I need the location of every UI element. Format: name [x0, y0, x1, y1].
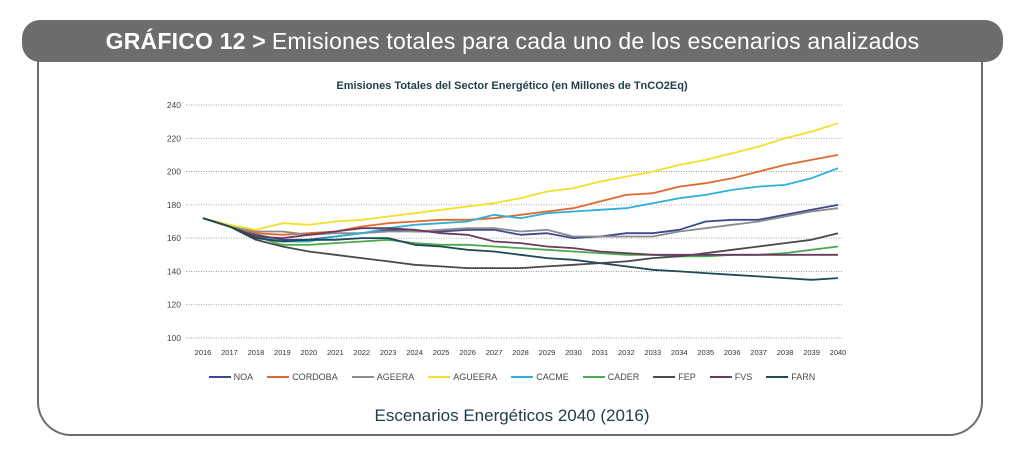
legend-item-cordoba: CORDOBA: [267, 372, 338, 382]
y-tick-label: 240: [167, 100, 181, 110]
legend-swatch: [582, 375, 605, 379]
chart-title: Emisiones Totales del Sector Energético …: [336, 80, 688, 92]
x-tick-label: 2031: [592, 348, 609, 357]
legend-item-noa: NOA: [208, 372, 254, 382]
x-tick-label: 2017: [221, 348, 238, 357]
x-tick-label: 2037: [750, 348, 767, 357]
x-tick-label: 2018: [248, 348, 265, 357]
y-tick-label: 160: [167, 233, 181, 243]
figure-header: GRÁFICO 12 > Emisiones totales para cada…: [22, 20, 1003, 62]
series-line-fvs: [202, 217, 838, 256]
legend-label: CORDOBA: [292, 372, 338, 382]
x-tick-label: 2036: [724, 348, 741, 357]
legend-item-fep: FEP: [653, 372, 696, 382]
figure-caption: Emisiones totales para cada uno de los e…: [271, 27, 920, 54]
legend-swatch: [351, 375, 374, 379]
x-axis-ticks: 2016 2017 2018 2019 2020 2021 2022 2023 2024 2025…: [195, 348, 847, 357]
x-tick-label: 2027: [486, 348, 503, 357]
legend-item-cader: CADER: [582, 372, 640, 382]
y-tick-label: 220: [167, 133, 181, 143]
x-tick-label: 2020: [300, 348, 317, 357]
legend-label: FARN: [791, 372, 816, 382]
legend-swatch: [267, 375, 290, 379]
series-line-fep: [202, 217, 839, 270]
legend-swatch: [709, 375, 732, 379]
legend-label: FEP: [678, 372, 696, 382]
y-tick-label: 140: [167, 266, 181, 276]
series-line-agueera: [202, 122, 839, 231]
series-line-ageera: [202, 207, 839, 238]
legend-label: AGUEERA: [453, 372, 498, 382]
legend-swatch: [653, 375, 676, 379]
legend-item-ageera: AGEERA: [351, 372, 415, 382]
grid-lines: [186, 104, 842, 339]
series-lines: [202, 122, 839, 281]
y-tick-label: 200: [167, 167, 181, 177]
x-tick-label: 2019: [274, 348, 291, 357]
legend-label: FVS: [734, 372, 753, 382]
figure-number: GRÁFICO 12 >: [105, 27, 266, 54]
figure-frame: [37, 40, 983, 436]
legend-label: CACME: [536, 372, 569, 382]
figure-source: Escenarios Energéticos 2040 (2016): [374, 406, 650, 425]
series-line-cacme: [202, 167, 839, 243]
legend-item-fvs: FVS: [709, 372, 753, 382]
legend-swatch: [208, 375, 231, 379]
x-tick-label: 2028: [512, 348, 529, 357]
legend-label: NOA: [233, 372, 254, 382]
x-tick-label: 2038: [777, 348, 794, 357]
y-tick-label: 180: [167, 200, 181, 210]
chart-legend: NOA CORDOBA AGEERA AGUEERA CACME CADER FEP FVS F…: [0, 372, 1024, 382]
x-tick-label: 2034: [671, 348, 688, 357]
y-tick-label: 120: [167, 300, 181, 310]
x-tick-label: 2024: [406, 348, 423, 357]
legend-swatch: [511, 375, 534, 379]
x-tick-label: 2033: [644, 348, 661, 357]
x-tick-label: 2030: [565, 348, 582, 357]
series-line-cordoba: [202, 154, 839, 236]
x-tick-label: 2035: [697, 348, 714, 357]
x-tick-label: 2025: [433, 348, 450, 357]
legend-label: CADER: [607, 372, 640, 382]
x-tick-label: 2026: [459, 348, 476, 357]
x-tick-label: 2023: [380, 348, 397, 357]
y-axis-ticks: 100 120 140 160 180 200 220 240: [167, 100, 181, 343]
legend-swatch: [766, 375, 789, 379]
x-tick-label: 2029: [539, 348, 556, 357]
x-tick-label: 2032: [618, 348, 635, 357]
legend-item-agueera: AGUEERA: [428, 372, 497, 382]
legend-label: AGEERA: [376, 372, 415, 382]
legend-item-farn: FARN: [766, 372, 815, 382]
y-tick-label: 100: [167, 333, 181, 343]
series-line-farn: [202, 217, 839, 281]
x-tick-label: 2039: [803, 348, 820, 357]
x-tick-label: 2021: [327, 348, 344, 357]
x-tick-label: 2040: [830, 348, 847, 357]
x-tick-label: 2016: [195, 348, 212, 357]
legend-item-cacme: CACME: [511, 372, 569, 382]
x-tick-label: 2022: [353, 348, 370, 357]
legend-swatch: [428, 375, 451, 379]
